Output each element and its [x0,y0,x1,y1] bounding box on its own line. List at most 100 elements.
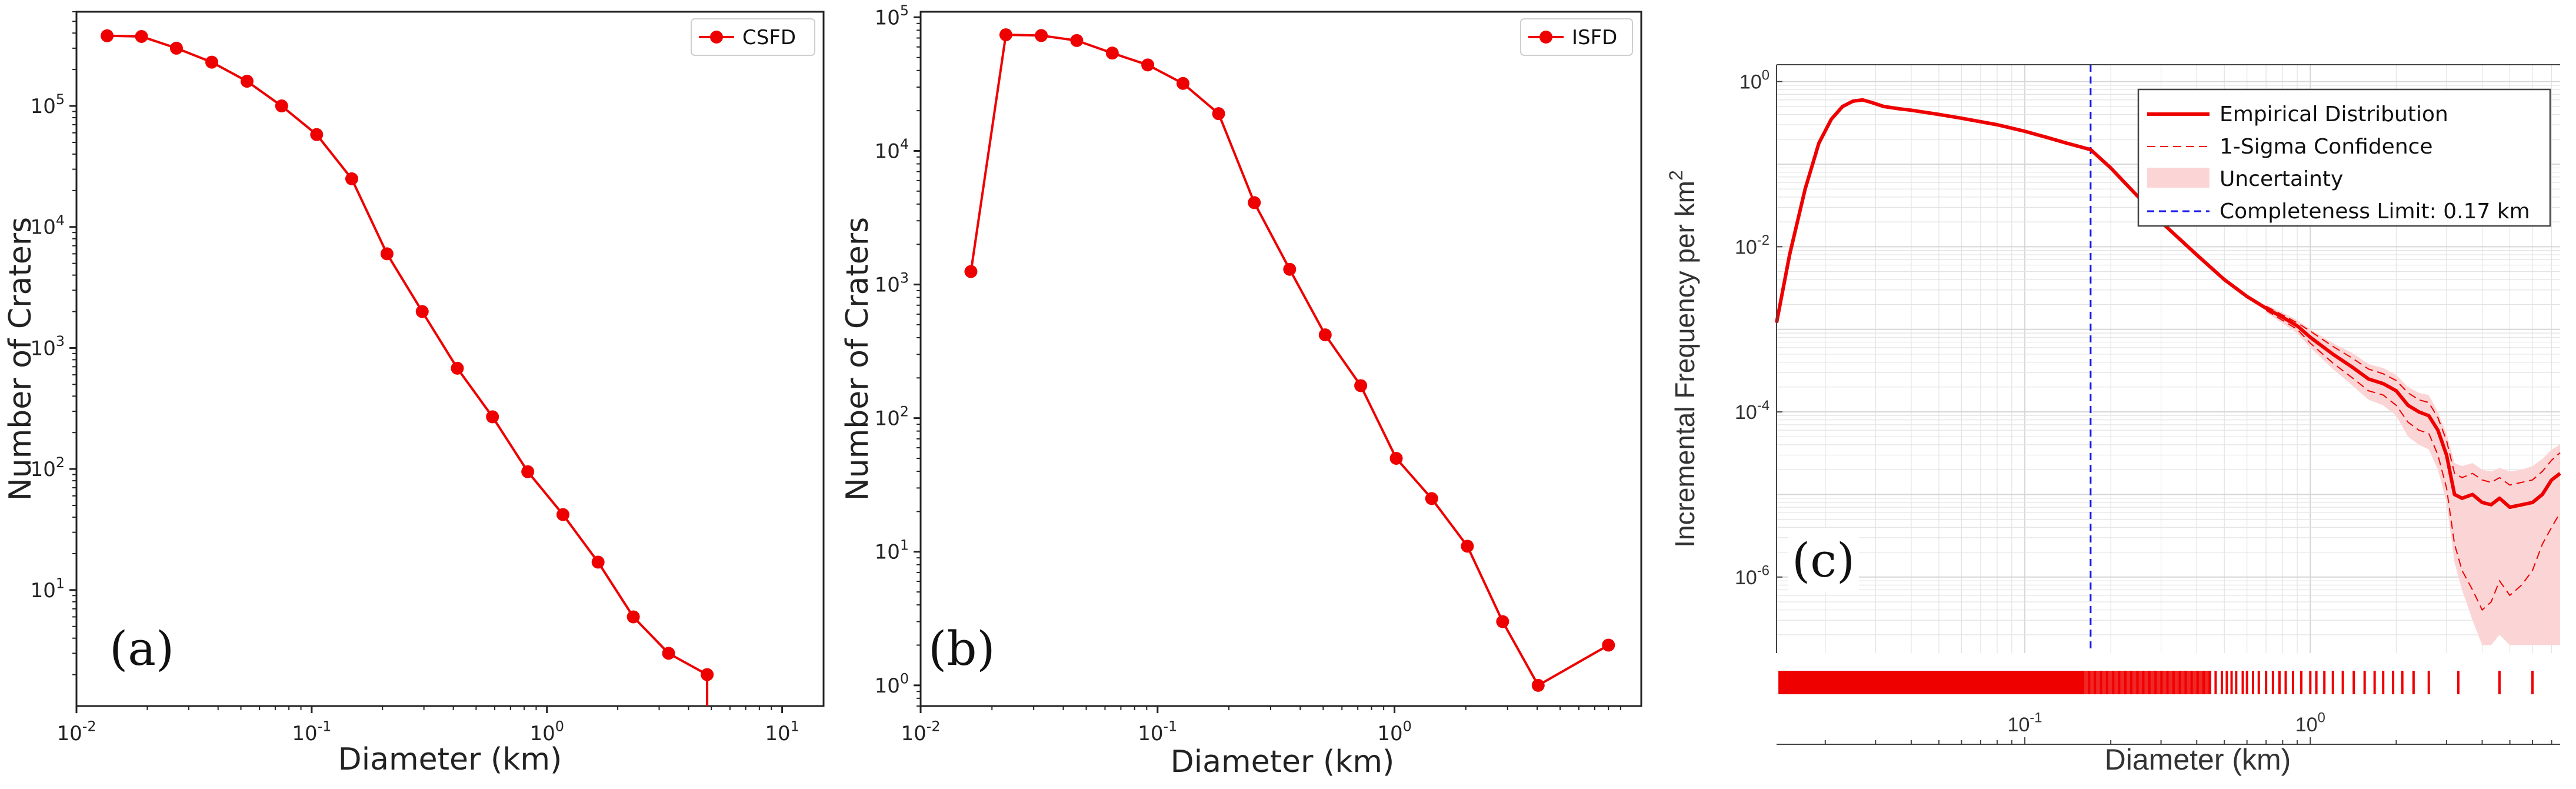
panel-a-ytick-label: 102 [31,454,65,481]
panel-c-sigma-lower [2265,309,2561,611]
panel-c-rug [1778,671,2534,694]
panel-c-empirical-line [1775,98,2561,510]
panel-c-ytick-label: 10-2 [1735,232,1769,258]
panel-b-point [1105,46,1119,60]
panel-b-ytick-label: 104 [875,136,909,163]
panel-b-ylabel: Number of Craters [840,217,875,501]
panel-a-point [310,128,324,141]
panel-c-letter-box: (c) [1788,528,1859,592]
panel-a-ytick-label: 104 [31,212,65,239]
panel-a-point [591,555,605,569]
panel-b-ytick-label: 102 [875,403,909,430]
panel-c-rug-dense [2083,671,2212,694]
panel-a-xtick-label: 100 [530,718,564,745]
panel-a-point [240,75,254,88]
panel-b-legend-box [1520,18,1633,56]
panel-b-ytick-label: 105 [875,2,909,29]
panel-a-point [345,172,358,185]
panel-c: 10-6 10-4 10-2 100 10-1 100 Empirical Distrib… [1665,64,2561,776]
panel-c-ylabel-sup: 2 [1665,170,1687,181]
panel-b-xlabel: Diameter (km) [1171,744,1395,780]
panel-c-ylabel-text: Incremental Frequency per km [1669,181,1700,548]
panel-b-legend-marker [1539,31,1552,44]
panel-b-point [1176,76,1189,90]
panel-b-letter: (b) [928,621,995,676]
panel-b-ytick-label: 100 [875,671,909,698]
panel-b-point [1389,452,1403,465]
panel-a-series [101,29,714,706]
panel-c-legend-swatch-uncertainty [2147,168,2210,188]
panel-a-legend: CSFD [691,18,815,56]
panel-c-ytick-label: 100 [1739,67,1769,93]
panel-c-ylabel: Incremental Frequency per km2 [1665,170,1700,548]
panel-a-legend-marker [710,31,723,44]
panel-c-legend-box [2137,88,2551,227]
panel-c-legend-label-empirical: Empirical Distribution [2220,102,2448,126]
panel-a-point [169,41,183,55]
panel-c-rug-dense [1778,671,2084,694]
panel-b-point [1212,107,1225,121]
panel-a-point [135,29,148,43]
panel-c-legend-label-uncertainty: Uncertainty [2220,167,2343,191]
panel-c-ytick-label: 10-4 [1735,398,1769,424]
panel-b-point [1318,328,1332,342]
panel-a-ytick-label: 101 [31,575,65,602]
panel-a-point [556,508,569,521]
panel-a-point [486,410,499,424]
panel-c-ticks: 10-6 10-4 10-2 100 10-1 100 [1735,67,2552,744]
panel-c-letter-bg [1788,528,1859,592]
panel-b-point [999,28,1012,42]
panel-b-point [1496,615,1509,628]
panel-b-point [1035,29,1048,42]
panel-c-letter: (c) [1792,533,1855,588]
panel-b-xtick-label: 100 [1377,718,1411,745]
panel-b-point [1425,492,1438,505]
panel-a-point [275,99,288,113]
panel-b-xtick-label: 10-1 [1138,718,1177,745]
panel-a-xtick-label: 101 [765,718,799,745]
panel-c-xtick-label: 10-1 [2008,710,2042,736]
panel-b-legend: ISFD [1520,18,1633,56]
panel-a-ylabel: Number of Craters [3,217,38,501]
panel-b-legend-label: ISFD [1572,26,1617,49]
panel-a-point [415,305,429,318]
panel-a-xtick-label: 10-2 [57,718,96,745]
panel-b-point [1531,678,1545,692]
panel-b-point [1283,262,1297,276]
panel-a-letter: (a) [109,621,174,676]
panel-a-ytick-label: 103 [31,333,65,360]
panel-a-point [380,247,394,261]
panel-b-point [1070,34,1084,47]
panel-a-xlabel: Diameter (km) [338,742,562,777]
panel-a: 10-2 10-1 100 101 101 102 103 104 105 CSFD (a) D… [3,11,825,777]
panel-b-point [1602,638,1615,652]
panel-c-xtick-label: 100 [2295,710,2325,736]
panel-b-plot-area [919,11,1642,707]
panel-c-ytick-label: 10-6 [1735,562,1769,588]
panel-b-point [964,265,978,278]
panel-c-legend: Empirical Distribution 1-Sigma Confidenc… [2137,88,2551,227]
panel-b-xtick-label: 10-2 [901,718,941,745]
panel-b-series [964,28,1615,692]
panel-a-ytick-label: 105 [31,91,65,118]
panel-b-point [1354,379,1368,392]
panel-b-point [1141,58,1155,72]
panel-b-ticks: 10-2 10-1 100 100 101 102 103 104 105 [875,2,1621,745]
panel-a-legend-box [691,18,815,56]
panel-a-ticks: 10-2 10-1 100 101 101 102 103 104 105 [31,11,799,745]
panel-c-sigma-upper [2265,305,2561,486]
panel-a-point [626,610,640,624]
panel-a-point [521,465,535,478]
panel-b-ytick-label: 101 [875,537,909,564]
panel-c-xlabel: Diameter (km) [2105,743,2291,776]
panel-a-point [701,668,714,681]
panel-a-point [101,29,114,42]
panel-b-point [1461,540,1474,553]
panel-c-legend-label-limit: Completeness Limit: 0.17 km [2220,199,2530,224]
panel-b-ytick-label: 103 [875,269,909,297]
panel-a-point [662,647,675,660]
panel-c-series [1775,65,2561,653]
panel-a-legend-label: CSFD [742,26,796,49]
panel-c-legend-label-sigma: 1-Sigma Confidence [2220,135,2433,159]
